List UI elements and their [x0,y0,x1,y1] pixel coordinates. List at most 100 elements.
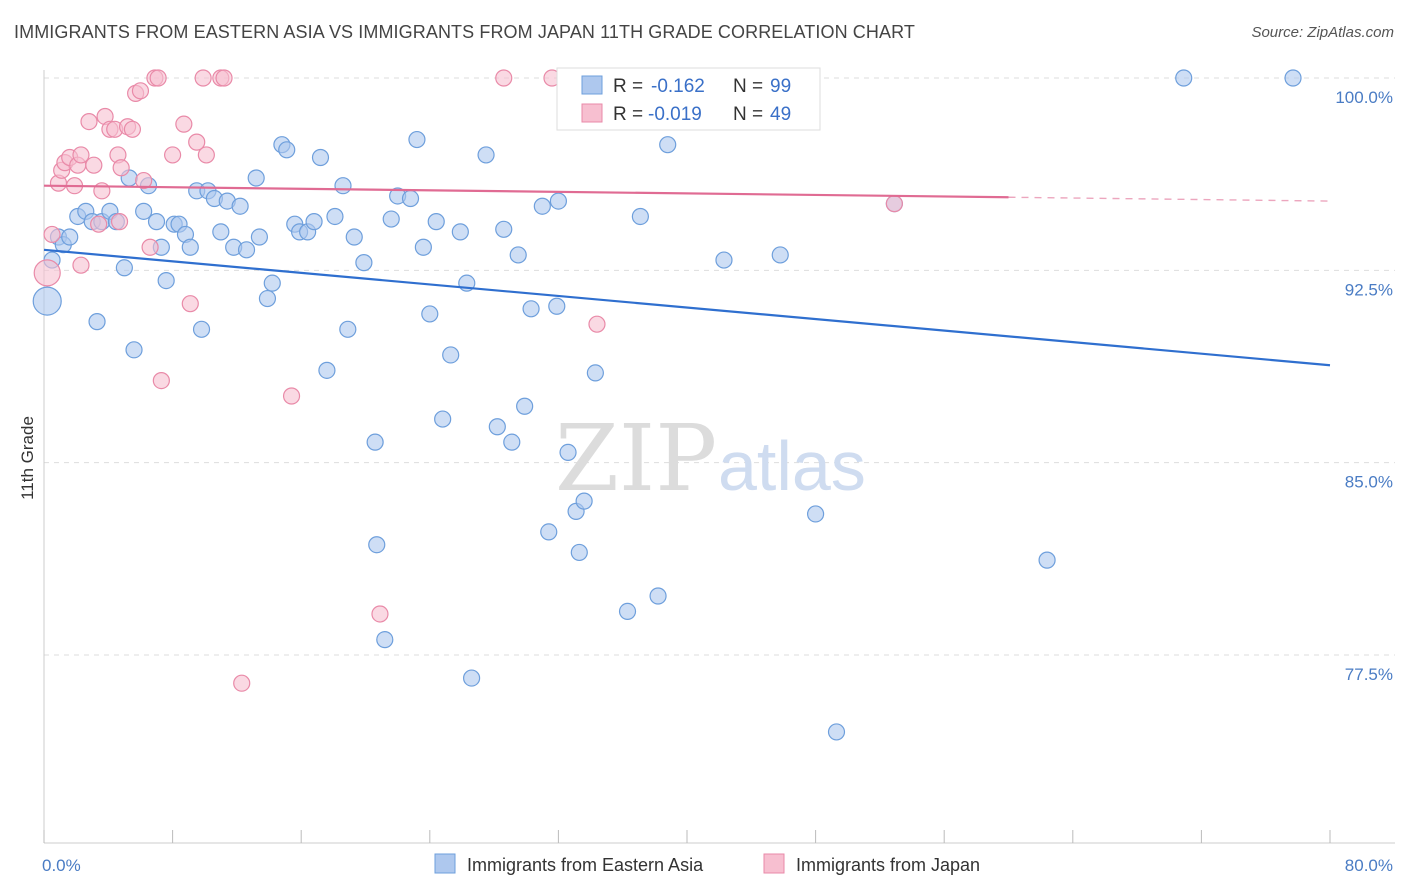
stats-box: R = -0.162 N = 99 R = -0.019 N = 49 [556,67,821,131]
point-eastern-asia-35 [258,289,277,308]
x-tick-label-1: 80.0% [1345,856,1393,875]
point-eastern-asia-42 [305,213,323,231]
point-eastern-asia-0 [32,286,62,316]
point-eastern-asia-57 [414,238,432,256]
point-japan-24 [149,69,167,87]
point-eastern-asia-44 [318,361,336,379]
point-eastern-asia-90 [1175,69,1193,87]
point-eastern-asia-81 [631,207,649,226]
point-eastern-asia-78 [575,492,593,510]
point-japan-46 [72,256,90,274]
point-japan-22 [141,238,159,256]
point-eastern-asia-86 [806,505,825,523]
watermark: ZIP atlas [555,405,866,512]
point-japan-9 [80,112,98,131]
y-tick-labels: 100.0% 92.5% 85.0% 77.5% [1335,88,1393,684]
legend-swatch-eastern-asia [434,853,456,874]
point-eastern-asia-33 [247,169,265,187]
point-eastern-asia-14 [125,341,143,359]
stats-blue-n-label: N = [733,76,763,97]
y-tick-label-3: 77.5% [1345,665,1393,684]
point-eastern-asia-55 [401,189,420,208]
y-axis-label: 11th Grade [18,416,37,500]
point-japan-1 [43,225,61,244]
point-eastern-asia-60 [434,410,452,428]
point-japan-8 [72,146,90,164]
gridlines [44,77,1395,656]
point-japan-45 [885,195,903,213]
point-eastern-asia-59 [427,213,445,231]
point-eastern-asia-74 [549,192,568,210]
point-eastern-asia-68 [503,433,521,451]
point-eastern-asia-64 [462,669,481,687]
point-japan-18 [123,120,142,138]
point-eastern-asia-43 [311,148,330,167]
point-eastern-asia-67 [495,220,513,238]
point-japan-33 [215,69,233,87]
trend-line-eastern-asia [43,248,1331,367]
point-eastern-asia-47 [339,320,357,338]
point-japan-25 [152,372,170,390]
point-eastern-asia-8 [88,313,106,331]
point-eastern-asia-36 [263,274,281,292]
point-japan-34 [233,674,251,692]
point-eastern-asia-73 [540,523,558,541]
point-eastern-asia-4 [61,228,79,246]
point-eastern-asia-80 [618,602,637,621]
point-eastern-asia-15 [135,202,153,220]
point-eastern-asia-71 [522,300,540,318]
point-japan-27 [175,115,193,133]
point-eastern-asia-84 [715,251,733,269]
trend-line-japan [43,184,1009,199]
point-eastern-asia-82 [649,587,667,605]
legend-swatch-japan [763,853,785,874]
point-japan-30 [194,69,212,87]
point-eastern-asia-23 [181,238,199,256]
watermark-atlas: atlas [718,427,866,505]
point-eastern-asia-45 [326,207,344,226]
point-eastern-asia-34 [250,228,269,246]
point-eastern-asia-92 [548,297,566,315]
point-japan-44 [588,315,606,333]
point-eastern-asia-53 [382,210,400,228]
chart-title: IMMIGRANTS FROM EASTERN ASIA VS IMMIGRAN… [14,22,915,42]
point-eastern-asia-38 [278,141,296,159]
point-eastern-asia-52 [376,631,394,649]
point-eastern-asia-75 [559,443,577,462]
stats-blue-swatch [581,75,603,95]
point-eastern-asia-58 [421,305,439,323]
point-japan-10 [85,156,103,174]
point-eastern-asia-48 [345,228,363,246]
axes [43,70,1395,844]
legend-label-eastern-asia: Immigrants from Eastern Asia [467,855,704,875]
point-eastern-asia-61 [442,346,460,364]
point-eastern-asia-91 [1284,69,1302,87]
y-tick-label-1: 92.5% [1345,280,1393,299]
point-japan-47 [90,215,108,233]
point-eastern-asia-19 [157,271,175,290]
point-eastern-asia-56 [408,130,426,149]
point-japan-21 [135,171,153,190]
point-eastern-asia-12 [115,259,133,277]
point-eastern-asia-65 [477,146,495,164]
stats-blue-r-label: R = [613,76,643,97]
point-japan-26 [164,146,182,164]
legend: Immigrants from Eastern Asia Immigrants … [434,853,980,875]
point-eastern-asia-28 [212,223,230,241]
point-eastern-asia-31 [231,197,249,215]
stats-pink-n-value: 49 [770,104,791,125]
point-eastern-asia-87 [827,723,846,741]
stats-pink-r-value: -0.019 [648,104,702,125]
point-eastern-asia-46 [334,177,352,195]
point-eastern-asia-17 [147,213,166,231]
stats-blue-r-value: -0.162 [651,76,705,97]
point-japan-37 [495,69,513,87]
point-eastern-asia-62 [451,223,469,241]
point-eastern-asia-25 [192,320,211,338]
point-eastern-asia-77 [570,543,588,562]
point-japan-29 [188,133,206,151]
point-eastern-asia-50 [366,433,384,451]
point-japan-36 [371,605,389,623]
point-eastern-asia-66 [488,418,506,436]
